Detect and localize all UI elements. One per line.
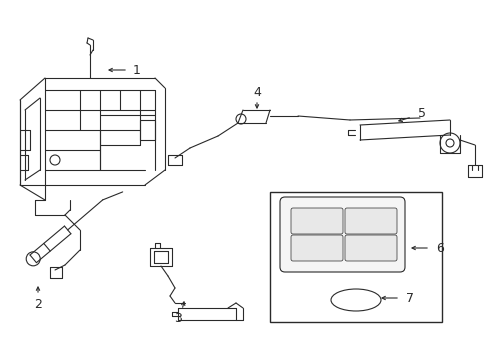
FancyBboxPatch shape	[290, 235, 342, 261]
Text: 1: 1	[133, 63, 141, 77]
FancyBboxPatch shape	[345, 208, 396, 234]
Text: 7: 7	[405, 292, 413, 305]
Text: 4: 4	[253, 86, 261, 99]
Text: 2: 2	[34, 298, 42, 311]
FancyBboxPatch shape	[345, 235, 396, 261]
Text: 3: 3	[174, 311, 182, 324]
Text: 6: 6	[435, 242, 443, 255]
Ellipse shape	[330, 289, 380, 311]
FancyBboxPatch shape	[290, 208, 342, 234]
Text: 5: 5	[417, 107, 425, 120]
Bar	[269, 192, 441, 322]
FancyBboxPatch shape	[280, 197, 404, 272]
